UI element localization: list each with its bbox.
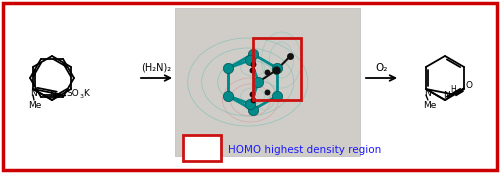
Point [224,95,232,97]
Point [263,91,271,93]
Point [248,109,256,111]
Point [254,81,262,83]
Point [246,103,254,105]
Text: (H₂N)₂: (H₂N)₂ [142,63,172,73]
Point [246,59,254,61]
Text: N: N [30,89,38,98]
Text: H: H [450,84,456,93]
Point [263,71,271,73]
Text: Me: Me [28,101,42,110]
Text: Me: Me [424,101,436,110]
Point [224,67,232,69]
Bar [183,135,221,161]
Text: HOMO highest density region: HOMO highest density region [228,145,382,155]
Point [248,99,256,101]
Text: N: N [444,90,450,99]
Point [248,53,256,55]
Bar [175,8,360,156]
Point [273,95,281,97]
Text: O: O [466,81,473,90]
Point [286,55,294,57]
Point [248,63,256,65]
Text: N: N [424,89,432,98]
Text: K: K [84,89,89,98]
Bar [254,38,302,100]
Text: SO: SO [66,89,79,98]
Point [248,93,256,95]
Point [273,67,281,69]
Point [248,69,256,71]
Point [272,69,280,71]
Text: N: N [50,90,56,99]
Text: O₂: O₂ [376,63,388,73]
Text: 3: 3 [80,94,84,99]
